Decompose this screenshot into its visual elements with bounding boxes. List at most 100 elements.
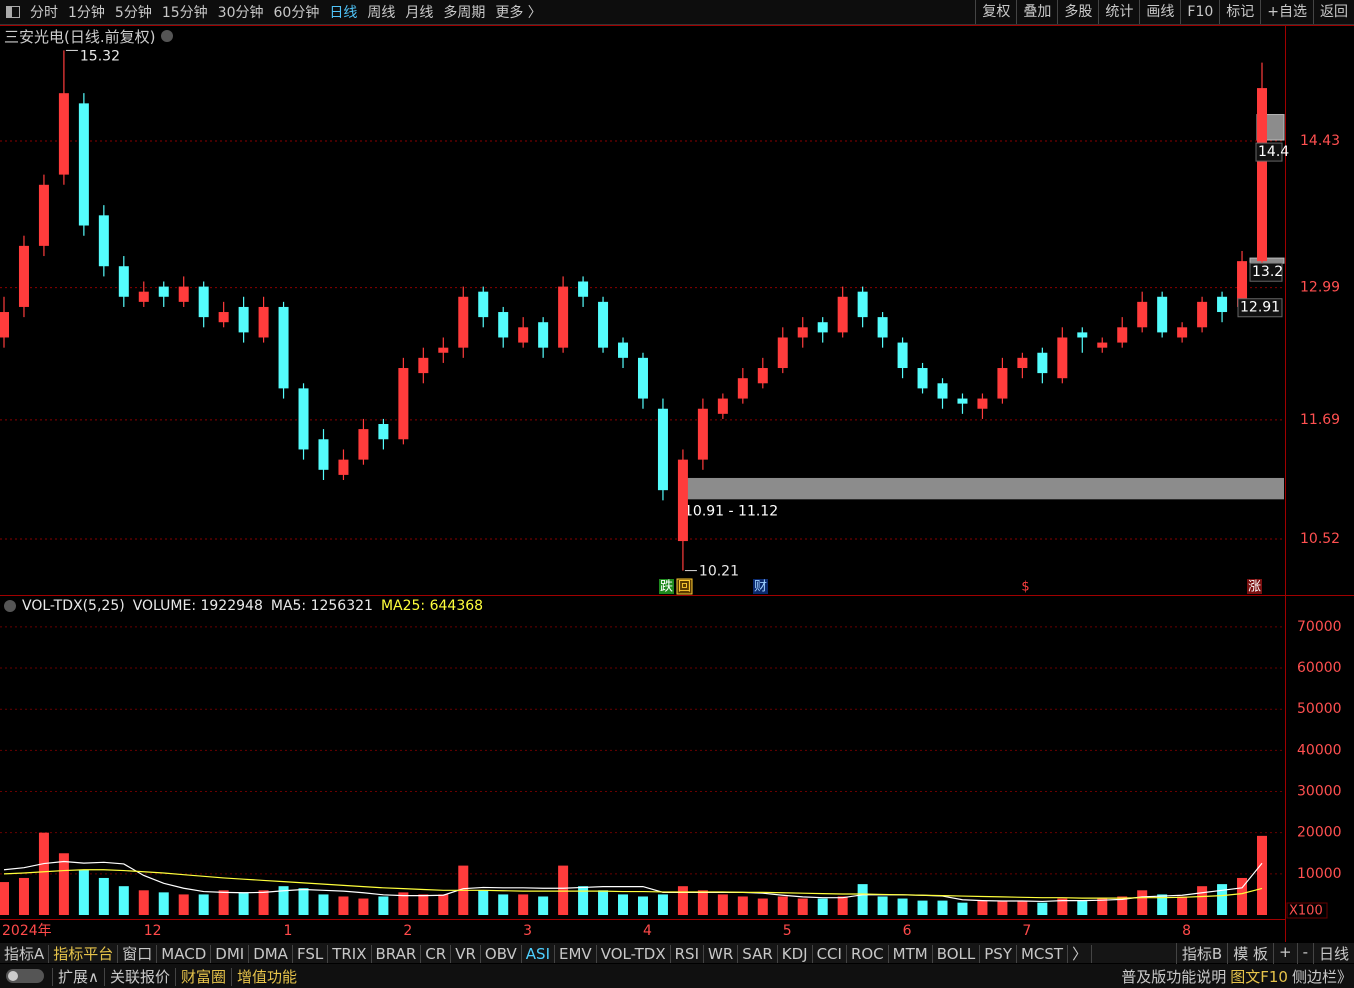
dropdown-icon[interactable] — [4, 600, 16, 612]
x-tick-label: 3 — [523, 923, 532, 939]
indicator-tab[interactable]: 指标A — [0, 944, 50, 963]
volume-bar — [1197, 886, 1208, 915]
candle-body — [78, 103, 89, 226]
volume-bar — [897, 898, 908, 915]
legend-item: MA5: 1256321 — [270, 598, 373, 614]
volume-bar — [877, 896, 888, 915]
event-label: 回 — [678, 580, 691, 595]
y-tick-label: 10.52 — [1300, 531, 1340, 547]
indicator-tab[interactable]: FSL — [292, 944, 329, 963]
indicator-tab[interactable]: PSY — [980, 944, 1017, 963]
candle-body — [198, 286, 209, 318]
status-link[interactable]: 图文F10 — [1230, 967, 1288, 986]
candle-body — [1137, 301, 1148, 328]
indicator-tab[interactable]: MCST — [1016, 944, 1069, 963]
y-tick-label: 10000 — [1297, 866, 1342, 882]
volume-bar — [1097, 898, 1108, 915]
tool-button[interactable]: +自选 — [1260, 0, 1313, 24]
indicator-button[interactable]: + — [1272, 942, 1297, 964]
tool-button[interactable]: 复权 — [975, 0, 1016, 24]
x-tick-label: 6 — [903, 923, 912, 939]
candle-body — [717, 398, 728, 414]
candle-body — [1217, 296, 1228, 313]
indicator-tab[interactable]: DMA — [249, 944, 293, 963]
volume-bar — [1257, 835, 1267, 915]
tool-button[interactable]: 多股 — [1057, 0, 1098, 24]
period-tab[interactable]: 周线 — [367, 5, 396, 21]
volume-bar — [578, 886, 589, 915]
indicator-tab[interactable]: MTM — [888, 944, 933, 963]
volume-bar — [538, 896, 549, 915]
indicator-tab[interactable]: VOL-TDX — [596, 944, 671, 963]
period-tab[interactable]: 分时 — [30, 5, 58, 21]
candle-body — [1097, 342, 1108, 348]
period-tab[interactable]: 60分钟 — [273, 5, 320, 21]
x-tick-label: 12 — [144, 923, 162, 939]
unit-label: X100 — [1289, 904, 1323, 919]
x-tick-label: 4 — [643, 923, 652, 939]
status-link[interactable]: 关联报价 — [103, 967, 175, 986]
status-link[interactable]: 财富圈 — [175, 967, 232, 986]
period-tab[interactable]: 日线 — [329, 5, 358, 21]
toggle[interactable] — [6, 969, 44, 983]
indicator-tab[interactable]: 指标平台 — [49, 944, 119, 963]
period-tab[interactable]: 15分钟 — [161, 5, 208, 21]
period-tab[interactable]: 1分钟 — [68, 5, 105, 21]
ma-line — [3, 860, 1263, 903]
indicator-tab[interactable]: RSI — [670, 944, 704, 963]
indicator-tab[interactable]: KDJ — [777, 944, 813, 963]
indicator-tab[interactable]: CCI — [812, 944, 847, 963]
volume-bar — [1157, 894, 1168, 915]
indicator-tab[interactable]: 窗口 — [118, 944, 158, 963]
period-tab[interactable]: 30分钟 — [217, 5, 264, 21]
dropdown-icon[interactable] — [161, 30, 174, 42]
indicator-tab[interactable]: CR — [421, 944, 452, 963]
indicator-tab[interactable]: DMI — [211, 944, 250, 963]
volume-bar — [737, 896, 748, 915]
menu-icon[interactable] — [6, 6, 20, 18]
indicator-tab[interactable]: ROC — [846, 944, 889, 963]
period-tab[interactable]: 多周期 — [443, 5, 486, 21]
indicator-tab[interactable]: ASI — [521, 944, 556, 963]
volume-bar — [1137, 890, 1148, 915]
indicator-tab[interactable]: TRIX — [328, 944, 372, 963]
indicator-button[interactable]: 指标B — [1175, 942, 1227, 964]
indicator-tab[interactable]: EMV — [555, 944, 597, 963]
candle-body — [777, 337, 788, 369]
indicator-tab[interactable]: OBV — [480, 944, 522, 963]
status-link[interactable]: 增值功能 — [231, 967, 303, 986]
indicator-tab[interactable]: SAR — [738, 944, 778, 963]
indicator-button[interactable]: 模 板 — [1227, 942, 1273, 964]
tool-button[interactable]: 标记 — [1219, 0, 1260, 24]
volume-bar — [1117, 896, 1128, 915]
status-link[interactable]: 侧边栏》 — [1291, 967, 1352, 986]
candle-body — [697, 408, 708, 460]
tool-button[interactable]: 统计 — [1098, 0, 1139, 24]
event-label: 财 — [754, 580, 767, 595]
tool-button[interactable]: 返回 — [1313, 0, 1354, 24]
candle-body — [518, 327, 529, 343]
tool-button[interactable]: 画线 — [1139, 0, 1180, 24]
candle-body — [478, 291, 489, 318]
candle-body — [657, 408, 668, 491]
indicator-tab[interactable]: BOLL — [932, 944, 981, 963]
volume-bar — [598, 890, 609, 915]
indicator-button[interactable]: - — [1296, 942, 1313, 964]
tool-button[interactable]: F10 — [1180, 0, 1219, 24]
indicator-tab[interactable]: 〉 — [1068, 944, 1093, 963]
period-tab[interactable]: 5分钟 — [114, 5, 152, 21]
indicator-tab[interactable]: VR — [451, 944, 481, 963]
volume-bar — [1237, 877, 1248, 915]
candle-body — [677, 459, 688, 542]
period-tab[interactable]: 月线 — [405, 5, 434, 21]
status-link[interactable]: 普及版功能说明 — [1121, 967, 1227, 986]
period-tab[interactable]: 更多 〉 — [495, 5, 542, 21]
tool-button[interactable]: 叠加 — [1016, 0, 1057, 24]
candle-body — [1197, 301, 1208, 328]
indicator-tab[interactable]: WR — [704, 944, 739, 963]
candle-body — [1037, 352, 1048, 374]
indicator-tab[interactable]: BRAR — [371, 944, 422, 963]
indicator-tab[interactable]: MACD — [157, 944, 212, 963]
candle-body — [0, 312, 9, 338]
status-link[interactable]: 扩展∧ — [52, 967, 104, 986]
